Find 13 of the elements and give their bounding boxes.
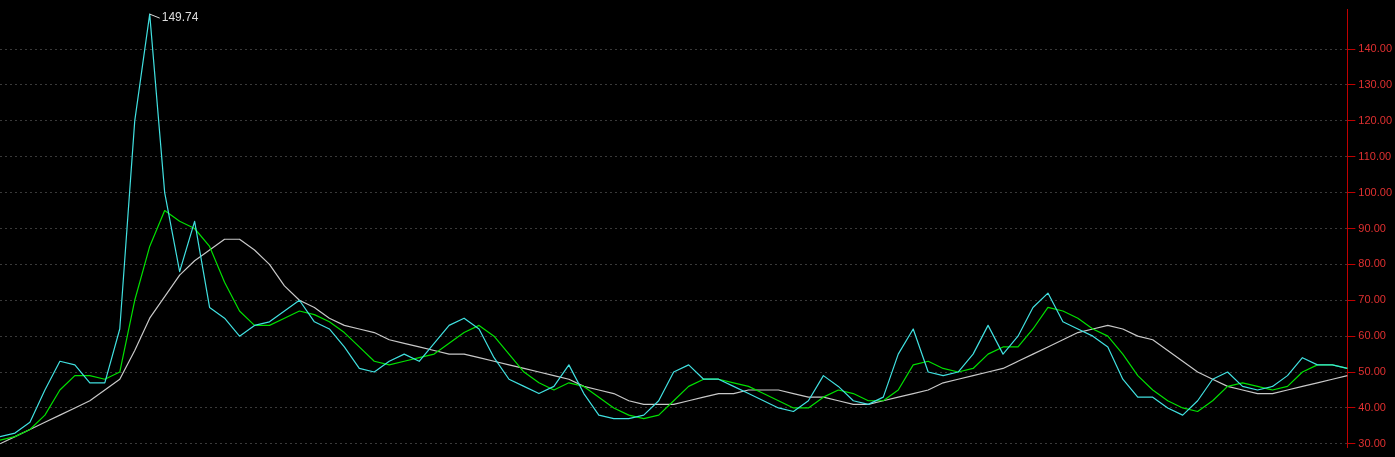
y-tick-label: 50.00: [1358, 365, 1386, 378]
y-tick-label: 80.00: [1358, 257, 1386, 270]
annotation: 149.74: [161, 10, 199, 25]
y-tick-label: 30.00: [1358, 436, 1386, 449]
y-tick-label: 120.00: [1358, 113, 1393, 126]
y-tick-label: 60.00: [1358, 329, 1386, 342]
y-tick-label: 130.00: [1358, 77, 1393, 90]
y-tick-label: 100.00: [1358, 185, 1393, 198]
y-tick-label: 70.00: [1358, 293, 1386, 306]
y-tick-label: 40.00: [1358, 400, 1386, 413]
y-tick-label: 90.00: [1358, 221, 1386, 234]
y-tick-label: 140.00: [1358, 42, 1393, 55]
y-tick-label: 110.00: [1358, 149, 1392, 162]
